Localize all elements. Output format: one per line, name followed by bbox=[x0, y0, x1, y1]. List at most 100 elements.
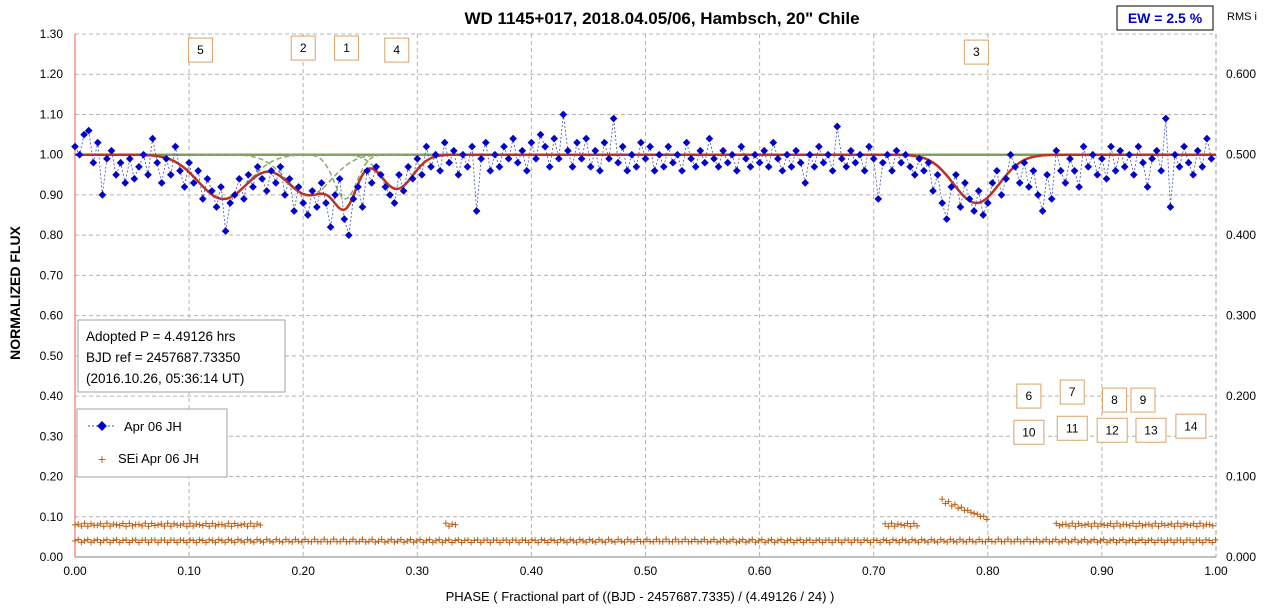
sei-point bbox=[1056, 522, 1063, 529]
sei-point bbox=[985, 536, 992, 543]
sei-point bbox=[503, 537, 510, 544]
sei-point bbox=[218, 521, 225, 528]
flux-point bbox=[751, 150, 759, 159]
sei-point bbox=[151, 522, 158, 529]
sei-point bbox=[346, 538, 353, 545]
sei-point bbox=[318, 538, 324, 545]
sei-point bbox=[228, 523, 235, 530]
sei-point bbox=[94, 522, 101, 529]
flux-point bbox=[641, 154, 650, 163]
sei-point bbox=[167, 523, 174, 530]
dip-tag-label: 2 bbox=[300, 41, 307, 55]
dip-tag-box bbox=[1135, 417, 1167, 443]
sei-point bbox=[889, 536, 896, 543]
sei-point bbox=[976, 536, 983, 543]
sei-point bbox=[618, 538, 625, 545]
sei-point bbox=[209, 520, 216, 527]
sei-point bbox=[1014, 536, 1021, 543]
sei-point bbox=[653, 536, 660, 543]
dip-tag-box bbox=[1130, 387, 1156, 413]
sei-point bbox=[238, 521, 245, 528]
dip-tag-label: 8 bbox=[1111, 393, 1118, 407]
flux-point bbox=[783, 150, 791, 159]
flux-point bbox=[952, 170, 960, 179]
sei-point bbox=[100, 523, 107, 530]
sei-point bbox=[845, 537, 852, 544]
sei-point bbox=[726, 538, 733, 545]
sei-point bbox=[1049, 538, 1056, 545]
x-tick-label: 0.10 bbox=[177, 564, 201, 578]
sei-point bbox=[369, 536, 376, 543]
sei-point bbox=[388, 536, 395, 543]
y-tick-label: 0.70 bbox=[40, 268, 64, 282]
flux-point bbox=[440, 138, 449, 147]
dip-tag-box bbox=[1101, 387, 1127, 413]
sei-point bbox=[723, 539, 730, 546]
sei-point bbox=[899, 536, 906, 543]
sei-point bbox=[365, 538, 372, 545]
sei-point bbox=[1190, 539, 1197, 546]
sei-point bbox=[1001, 538, 1008, 545]
sei-point bbox=[905, 539, 912, 546]
sei-point bbox=[433, 537, 440, 544]
sei-point bbox=[1011, 538, 1018, 545]
flux-point bbox=[979, 211, 988, 219]
flux-point bbox=[618, 142, 627, 151]
sei-point bbox=[1165, 521, 1172, 528]
sei-point bbox=[589, 537, 596, 544]
sei-point bbox=[1149, 523, 1156, 530]
sei-point bbox=[257, 538, 264, 545]
sei-point bbox=[909, 536, 916, 543]
sei-point bbox=[720, 536, 727, 543]
sei-point bbox=[477, 539, 484, 546]
sei-point bbox=[659, 538, 666, 545]
sei-point bbox=[1117, 523, 1124, 530]
flux-point bbox=[605, 154, 613, 163]
flux-point bbox=[796, 158, 805, 167]
flux-point bbox=[883, 150, 892, 159]
flux-point bbox=[627, 150, 636, 159]
sei-point bbox=[1103, 539, 1110, 546]
flux-point bbox=[851, 158, 860, 167]
flux-connector-line bbox=[74, 114, 1212, 236]
dip-tag-box bbox=[188, 37, 214, 63]
y-tick-label: 0.10 bbox=[40, 510, 64, 524]
sei-point bbox=[110, 521, 117, 528]
sei-point bbox=[1071, 536, 1078, 543]
sei-point bbox=[446, 523, 453, 530]
sei-point bbox=[992, 538, 999, 545]
sei-point bbox=[1110, 523, 1117, 530]
sei-point bbox=[784, 537, 791, 544]
dip-tag-label: 7 bbox=[1069, 385, 1076, 399]
x-tick-label: 0.20 bbox=[292, 564, 316, 578]
sei-point bbox=[803, 537, 810, 544]
y2-tick-label: 0.600 bbox=[1226, 67, 1256, 81]
flux-point bbox=[591, 146, 600, 155]
sei-point bbox=[225, 536, 232, 543]
sei-point bbox=[1177, 537, 1184, 544]
sei-point bbox=[276, 538, 283, 545]
sei-point bbox=[222, 539, 229, 546]
y2-tick-label: 0.300 bbox=[1226, 309, 1256, 323]
dip-tag-label: 4 bbox=[393, 43, 400, 57]
sei-point bbox=[1158, 520, 1165, 527]
sei-point bbox=[1129, 536, 1136, 543]
sei-point bbox=[947, 536, 954, 543]
y-tick-label: 1.30 bbox=[40, 27, 64, 41]
sei-point bbox=[241, 539, 248, 546]
flux-point bbox=[942, 215, 951, 223]
sei-point bbox=[311, 536, 318, 543]
sei-point bbox=[1030, 538, 1037, 545]
sei-point bbox=[215, 536, 222, 543]
sei-point bbox=[1087, 537, 1094, 544]
sei-point bbox=[81, 520, 88, 527]
sei-point bbox=[1152, 520, 1159, 527]
sei-point bbox=[679, 538, 686, 545]
flux-point bbox=[700, 158, 709, 167]
flux-point bbox=[1011, 162, 1020, 171]
sei-point bbox=[1132, 539, 1139, 546]
sei-point bbox=[739, 536, 746, 543]
flux-point bbox=[769, 138, 778, 147]
sei-point bbox=[560, 537, 567, 544]
sei-point bbox=[535, 539, 542, 546]
